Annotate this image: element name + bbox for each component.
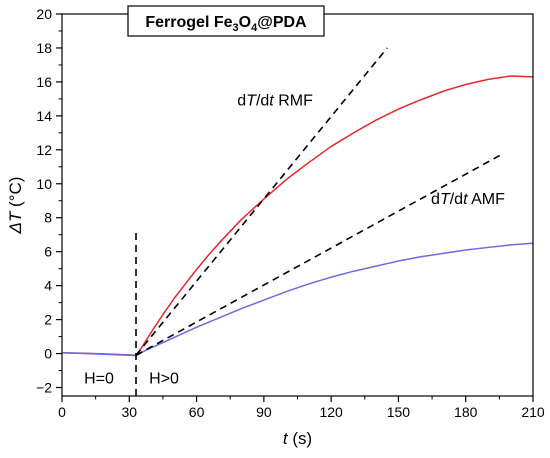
title-sub-1: 3 — [233, 22, 239, 34]
plot-area — [62, 47, 533, 396]
annotation-0: dT/dt RMF — [237, 93, 313, 110]
annotation-1-pre: d — [431, 191, 440, 208]
x-tick-label-2: 60 — [189, 404, 205, 420]
annotation-3: H>0 — [149, 370, 179, 387]
y-tick-label-3: 4 — [44, 278, 52, 294]
y-tick-label-7: 12 — [36, 142, 52, 158]
title-part-b: O — [239, 14, 251, 31]
x-axis-label-unit: (s) — [288, 429, 313, 448]
annotation-0-pre: d — [237, 93, 246, 110]
series-line-2 — [135, 47, 388, 356]
annotation-0-post: RMF — [274, 93, 313, 110]
title-sub-2: 4 — [251, 22, 258, 34]
y-tick-label-5: 8 — [44, 210, 52, 226]
annotation-1-post: AMF — [468, 191, 506, 208]
y-axis-label: ΔT (°C) — [6, 177, 25, 235]
annotation-0-v1: T — [246, 93, 257, 110]
chart-title: Ferrogel Fe3O4@PDA — [145, 14, 307, 34]
annotation-2: H=0 — [84, 370, 114, 387]
annotation-0-mid: /d — [256, 93, 269, 110]
annotation-1-mid: /d — [450, 191, 463, 208]
x-axis-label: t (s) — [283, 429, 312, 448]
y-tick-label-1: 0 — [44, 346, 52, 362]
y-tick-label-4: 6 — [44, 244, 52, 260]
x-tick-label-1: 30 — [121, 404, 137, 420]
y-tick-label-0: −2 — [36, 380, 52, 396]
y-tick-label-6: 10 — [36, 176, 52, 192]
y-tick-label-2: 2 — [44, 312, 52, 328]
chart-text: 0 30 60 90 120 150 180 210 −2 0 2 4 6 8 10 12 14 16 18 20 t … — [6, 5, 545, 448]
y-tick-label-8: 14 — [36, 108, 52, 124]
series-line-3 — [135, 152, 505, 356]
annotation-0-v2: t — [269, 93, 274, 110]
x-tick-label-7: 210 — [521, 404, 545, 420]
title-part-c: @PDA — [257, 14, 307, 31]
x-axis-label-var: t — [283, 429, 289, 448]
y-tick-label-9: 16 — [36, 74, 52, 90]
series-line-1 — [62, 242, 533, 357]
y-tick-label-11: 20 — [36, 6, 52, 22]
annotation-1-v1: T — [440, 191, 451, 208]
series-line-0 — [62, 75, 533, 356]
x-tick-label-4: 120 — [319, 404, 343, 420]
x-tick-label-3: 90 — [256, 404, 272, 420]
x-tick-label-0: 0 — [58, 404, 66, 420]
annotation-1: dT/dt AMF — [431, 191, 505, 208]
annotation-1-v2: t — [463, 191, 468, 208]
y-axis-label-unit: (°C) — [6, 177, 25, 212]
title-part-a: Ferrogel Fe — [145, 14, 232, 31]
x-tick-label-6: 180 — [454, 404, 478, 420]
y-axis-label-var: ΔT — [6, 210, 25, 234]
series-group — [62, 47, 533, 396]
y-tick-label-10: 18 — [36, 40, 52, 56]
x-tick-label-5: 150 — [387, 404, 411, 420]
title-box — [127, 5, 325, 37]
